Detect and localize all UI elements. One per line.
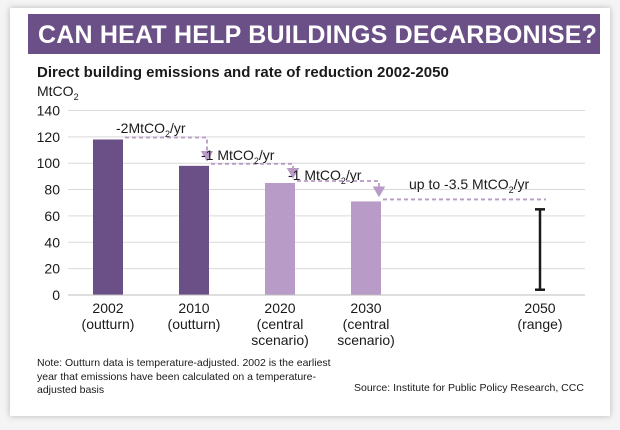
- y-tick-label: 100: [37, 155, 61, 171]
- x-tick-label-2010: 2010: [178, 300, 209, 316]
- x-tick-sublabel: (range): [517, 316, 562, 332]
- y-tick-label: 20: [44, 261, 60, 277]
- x-tick-label-2020: 2020: [264, 300, 295, 316]
- x-tick-sublabel: (central: [343, 316, 390, 332]
- page-title: CAN HEAT HELP BUILDINGS DECARBONISE?: [38, 21, 598, 49]
- x-tick-sublabel: (central: [257, 316, 304, 332]
- x-tick-sublabel: (outturn): [168, 316, 221, 332]
- x-tick-label-2030: 2030: [350, 300, 381, 316]
- x-tick-sublabel: (outturn): [82, 316, 135, 332]
- source-credit: Source: Institute for Public Policy Rese…: [354, 382, 584, 394]
- footnote: Note: Outturn data is temperature-adjust…: [37, 357, 331, 396]
- y-tick-label: 40: [44, 234, 60, 250]
- chart-title: Direct building emissions and rate of re…: [37, 64, 449, 81]
- y-axis-unit: MtCO2: [37, 83, 79, 102]
- bar-2030: [351, 201, 381, 295]
- bar-2002: [93, 139, 123, 295]
- x-tick-label-2002: 2002: [92, 300, 123, 316]
- rate-connector: [125, 136, 214, 162]
- rate-annotation: up to -3.5 MtCO2/yr: [409, 176, 529, 195]
- x-tick-sublabel: scenario): [337, 332, 395, 348]
- x-tick-label-2050: 2050: [524, 300, 555, 316]
- rate-connector: [297, 180, 386, 198]
- y-tick-label: 60: [44, 208, 60, 224]
- rate-connector: [211, 162, 300, 179]
- bar-2020: [265, 182, 295, 295]
- rate-annotation: -1 MtCO2/yr: [201, 147, 275, 166]
- bar-2010: [179, 165, 209, 295]
- y-tick-label: 140: [37, 102, 61, 118]
- x-tick-sublabel: scenario): [251, 332, 309, 348]
- rate-annotation: -2MtCO2/yr: [116, 120, 186, 139]
- y-tick-label: 80: [44, 182, 60, 198]
- y-tick-label: 120: [37, 129, 61, 145]
- y-tick-label: 0: [52, 287, 60, 303]
- rate-annotation: -1 MtCO2/yr: [288, 167, 362, 186]
- title-banner: CAN HEAT HELP BUILDINGS DECARBONISE?: [28, 14, 600, 54]
